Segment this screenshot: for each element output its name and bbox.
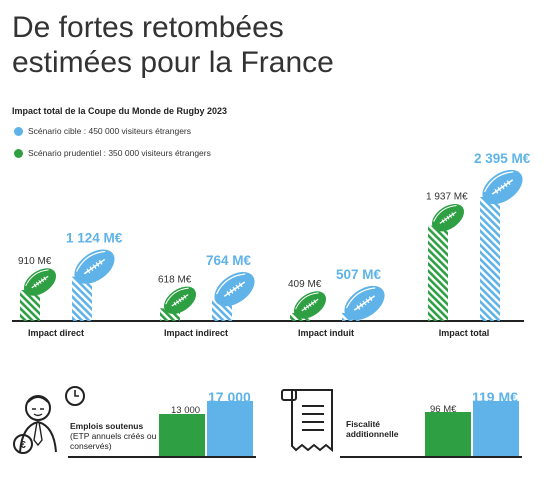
page-title: De fortes retombées estimées pour la Fra… (12, 10, 334, 80)
tax-prudent-bar (425, 411, 471, 456)
tax-label: Fiscalité additionnelle (346, 419, 416, 439)
worker-icon: € (13, 386, 85, 454)
jobs-label-detail: (ETP annuels créés ou conservés) (70, 431, 157, 451)
category-label-0: Impact direct (28, 328, 84, 338)
tax-prudent-value: 96 M€ (430, 404, 457, 415)
title-line-2: estimées pour la France (12, 46, 334, 79)
jobs-label: Emplois soutenus (ETP annuels créés ou c… (70, 421, 160, 451)
jobs-label-bold: Emplois soutenus (70, 421, 144, 431)
value-label-prudent-0: 910 M€ (18, 256, 52, 267)
legend-label-prudent: Scénario prudentiel : 350 000 visiteurs … (28, 148, 211, 158)
rugby-ball-target-1 (214, 272, 255, 307)
legend-item-target: Scénario cible : 450 000 visiteurs étran… (14, 126, 191, 136)
jobs-prudent-bar (159, 413, 205, 456)
jobs-target-bar (207, 401, 253, 456)
jobs-baseline (68, 456, 256, 458)
rugby-ball-prudent-1 (163, 286, 197, 314)
category-label-3: Impact total (439, 328, 490, 338)
rugby-ball-target-0 (74, 249, 115, 284)
jobs-prudent-value: 13 000 (171, 405, 201, 416)
value-label-prudent-1: 618 M€ (158, 274, 192, 285)
value-label-prudent-3: 1 937 M€ (426, 192, 468, 203)
bar-target-0 (72, 276, 92, 321)
legend-label-target: Scénario cible : 450 000 visiteurs étran… (28, 126, 192, 136)
rugby-ball-prudent-2 (293, 291, 327, 319)
tax-target-bar (473, 401, 519, 456)
rugby-ball-target-2 (344, 285, 385, 321)
bar-prudent-0 (20, 290, 40, 321)
value-label-target-2: 507 M€ (336, 267, 382, 282)
value-label-target-0: 1 124 M€ (66, 231, 123, 246)
svg-text:€: € (20, 440, 26, 451)
chart-title: Impact total de la Coupe du Monde de Rug… (12, 106, 228, 116)
rugby-ball-prudent-0 (23, 268, 57, 296)
category-label-2: Impact induit (298, 328, 354, 338)
bar-target-3 (480, 197, 500, 321)
tax-baseline (340, 456, 522, 458)
bar-prudent-3 (428, 225, 448, 321)
title-line-1: De fortes retombées (12, 11, 284, 44)
legend-item-prudent: Scénario prudentiel : 350 000 visiteurs … (14, 148, 211, 158)
rugby-ball-prudent-3 (431, 203, 465, 232)
category-label-1: Impact indirect (164, 328, 228, 338)
tax-label-bold: Fiscalité additionnelle (346, 419, 399, 439)
value-label-target-3: 2 395 M€ (474, 151, 531, 166)
receipt-icon (281, 389, 333, 453)
value-label-prudent-2: 409 M€ (288, 279, 322, 290)
value-label-target-1: 764 M€ (206, 253, 252, 268)
rugby-ball-target-3 (482, 169, 523, 205)
legend-dot-target (14, 126, 23, 136)
legend-dot-prudent (14, 148, 23, 158)
